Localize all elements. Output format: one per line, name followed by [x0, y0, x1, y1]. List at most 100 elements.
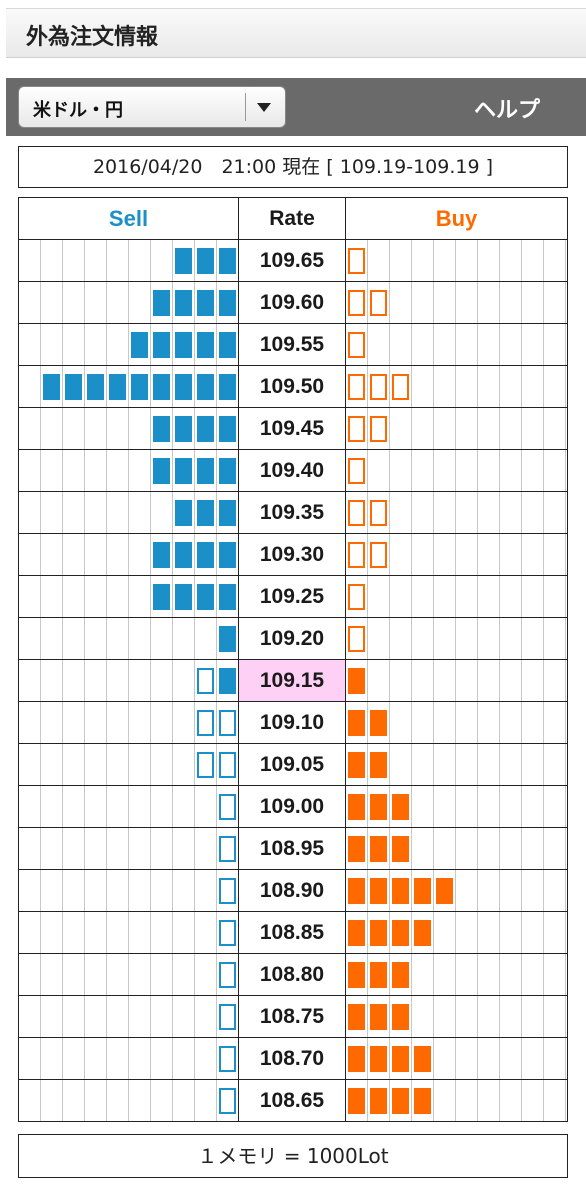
sell-order-block: [175, 374, 192, 400]
buy-cell: [346, 492, 568, 533]
sell-order-block: [197, 500, 214, 526]
table-row: 108.95: [19, 828, 568, 870]
sell-cell: [19, 450, 239, 491]
help-button[interactable]: ヘルプ: [473, 98, 540, 123]
sell-position-block: [219, 1004, 236, 1030]
sell-order-block: [153, 458, 170, 484]
sell-position-block: [197, 752, 214, 778]
sell-cell: [19, 870, 239, 911]
sell-cell: [19, 912, 239, 953]
sell-order-block: [175, 416, 192, 442]
page-title: 外為注文情報: [26, 25, 159, 50]
buy-order-block: [348, 1046, 365, 1072]
buy-header: Buy: [346, 198, 568, 239]
table-row: 109.05: [19, 744, 568, 786]
sell-cell: [19, 324, 239, 365]
buy-order-block: [392, 962, 409, 988]
rate-cell: 108.85: [239, 912, 346, 953]
sell-order-block: [109, 374, 126, 400]
buy-cell: [346, 240, 568, 281]
table-row: 108.70: [19, 1038, 568, 1080]
buy-order-block: [348, 1004, 365, 1030]
buy-cell: [346, 744, 568, 785]
buy-cell: [346, 786, 568, 827]
table-row: 109.30: [19, 534, 568, 576]
buy-cell: [346, 1038, 568, 1079]
sell-cell: [19, 1038, 239, 1079]
buy-cell: [346, 366, 568, 407]
buy-order-block: [348, 920, 365, 946]
buy-cell: [346, 828, 568, 869]
table-row: 108.75: [19, 996, 568, 1038]
rate-cell: 109.35: [239, 492, 346, 533]
buy-order-block: [348, 962, 365, 988]
buy-position-block: [348, 584, 365, 610]
buy-order-block: [392, 836, 409, 862]
sell-order-block: [175, 458, 192, 484]
table-row: 109.00: [19, 786, 568, 828]
buy-position-block: [348, 500, 365, 526]
sell-position-block: [219, 1046, 236, 1072]
sell-position-block: [219, 1088, 236, 1114]
sell-order-block: [153, 584, 170, 610]
sell-order-block: [219, 500, 236, 526]
sell-order-block: [219, 626, 236, 652]
sell-position-block: [219, 710, 236, 736]
sell-order-block: [153, 416, 170, 442]
rate-cell: 109.60: [239, 282, 346, 323]
sell-order-block: [43, 374, 60, 400]
rate-cell: 108.70: [239, 1038, 346, 1079]
sell-header: Sell: [19, 198, 239, 239]
buy-order-block: [370, 1088, 387, 1114]
table-row: 109.20: [19, 618, 568, 660]
sell-order-block: [219, 248, 236, 274]
sell-position-block: [219, 962, 236, 988]
table-row: 109.35: [19, 492, 568, 534]
buy-order-block: [370, 920, 387, 946]
select-divider: [245, 93, 246, 121]
rate-cell: 109.25: [239, 576, 346, 617]
buy-order-block: [414, 1088, 431, 1114]
buy-order-block: [370, 1004, 387, 1030]
buy-position-block: [348, 332, 365, 358]
sell-order-block: [153, 374, 170, 400]
buy-cell: [346, 534, 568, 575]
sell-order-block: [197, 584, 214, 610]
buy-order-block: [436, 878, 453, 904]
buy-order-block: [348, 752, 365, 778]
table-row: 109.15: [19, 660, 568, 702]
currency-pair-value: 米ドル・円: [33, 100, 123, 121]
rate-cell: 109.45: [239, 408, 346, 449]
buy-cell: [346, 282, 568, 323]
currency-pair-select[interactable]: 米ドル・円: [18, 86, 286, 128]
buy-order-block: [348, 668, 365, 694]
sell-order-block: [197, 374, 214, 400]
buy-position-block: [370, 374, 387, 400]
buy-cell: [346, 324, 568, 365]
page-header: 外為注文情報: [6, 8, 586, 58]
sell-cell: [19, 996, 239, 1037]
chevron-down-icon[interactable]: [257, 103, 271, 112]
sell-order-block: [175, 500, 192, 526]
buy-cell: [346, 1080, 568, 1121]
buy-position-block: [348, 416, 365, 442]
buy-cell: [346, 618, 568, 659]
sell-cell: [19, 534, 239, 575]
buy-order-block: [370, 794, 387, 820]
buy-order-block: [348, 794, 365, 820]
buy-position-block: [392, 374, 409, 400]
rate-cell: 108.80: [239, 954, 346, 995]
buy-order-block: [392, 878, 409, 904]
sell-cell: [19, 828, 239, 869]
sell-cell: [19, 408, 239, 449]
buy-order-block: [392, 1046, 409, 1072]
sell-cell: [19, 660, 239, 701]
sell-order-block: [175, 248, 192, 274]
table-row: 109.40: [19, 450, 568, 492]
sell-order-block: [175, 542, 192, 568]
sell-cell: [19, 702, 239, 743]
buy-position-block: [348, 542, 365, 568]
sell-order-block: [197, 458, 214, 484]
buy-order-block: [414, 920, 431, 946]
buy-order-block: [348, 710, 365, 736]
